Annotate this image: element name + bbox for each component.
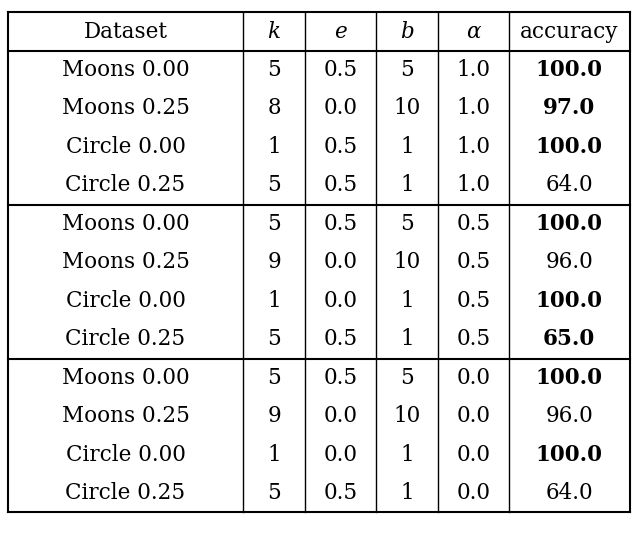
Text: 0.5: 0.5 [456, 251, 491, 273]
Text: 100.0: 100.0 [536, 290, 603, 312]
Text: 0.0: 0.0 [456, 405, 491, 427]
Text: 5: 5 [267, 59, 281, 81]
Text: b: b [400, 21, 414, 43]
Text: 5: 5 [267, 213, 281, 235]
Text: Circle 0.25: Circle 0.25 [66, 482, 186, 504]
Text: 5: 5 [400, 367, 414, 389]
Text: k: k [267, 21, 281, 43]
Text: 0.0: 0.0 [323, 97, 357, 119]
Text: 1: 1 [267, 136, 281, 158]
Text: 9: 9 [267, 251, 281, 273]
Text: Circle 0.00: Circle 0.00 [66, 290, 186, 312]
Text: 0.5: 0.5 [323, 482, 357, 504]
Text: 5: 5 [400, 59, 414, 81]
Text: α: α [466, 21, 480, 43]
Text: 64.0: 64.0 [545, 482, 593, 504]
Text: 8: 8 [267, 97, 281, 119]
Text: 1: 1 [400, 290, 414, 312]
Text: 1: 1 [400, 328, 414, 351]
Text: 5: 5 [400, 213, 414, 235]
Text: 0.0: 0.0 [456, 444, 491, 466]
Text: 0.0: 0.0 [323, 405, 357, 427]
Text: 0.0: 0.0 [456, 367, 491, 389]
Text: Circle 0.00: Circle 0.00 [66, 444, 186, 466]
Text: e: e [334, 21, 347, 43]
Text: 9: 9 [267, 405, 281, 427]
Text: Moons 0.00: Moons 0.00 [62, 59, 189, 81]
Text: 64.0: 64.0 [545, 174, 593, 197]
Text: 0.5: 0.5 [323, 174, 357, 197]
Text: Moons 0.00: Moons 0.00 [62, 367, 189, 389]
Text: 1: 1 [400, 174, 414, 197]
Text: 100.0: 100.0 [536, 136, 603, 158]
Text: Circle 0.00: Circle 0.00 [66, 136, 186, 158]
Text: 1.0: 1.0 [456, 174, 491, 197]
Text: 1: 1 [267, 444, 281, 466]
Text: Moons 0.25: Moons 0.25 [62, 405, 189, 427]
Text: 5: 5 [267, 174, 281, 197]
Text: 0.5: 0.5 [323, 59, 357, 81]
Text: 5: 5 [267, 328, 281, 351]
Text: 100.0: 100.0 [536, 444, 603, 466]
Text: 1: 1 [267, 290, 281, 312]
Text: 0.0: 0.0 [323, 290, 357, 312]
Text: 100.0: 100.0 [536, 367, 603, 389]
Text: 0.5: 0.5 [456, 328, 491, 351]
Text: 0.5: 0.5 [323, 213, 357, 235]
Text: 10: 10 [393, 405, 420, 427]
Text: 65.0: 65.0 [543, 328, 595, 351]
Text: 1: 1 [400, 482, 414, 504]
Text: Circle 0.25: Circle 0.25 [66, 174, 186, 197]
Text: 96.0: 96.0 [545, 251, 593, 273]
Text: Circle 0.25: Circle 0.25 [66, 328, 186, 351]
Text: 0.5: 0.5 [456, 213, 491, 235]
Text: Moons 0.25: Moons 0.25 [62, 97, 189, 119]
Text: 96.0: 96.0 [545, 405, 593, 427]
Text: 1.0: 1.0 [456, 97, 491, 119]
Text: 97.0: 97.0 [543, 97, 595, 119]
Text: 1.0: 1.0 [456, 59, 491, 81]
Text: Moons 0.00: Moons 0.00 [62, 213, 189, 235]
Text: 1: 1 [400, 136, 414, 158]
Text: accuracy: accuracy [520, 21, 618, 43]
Text: 0.0: 0.0 [323, 444, 357, 466]
Text: 1: 1 [400, 444, 414, 466]
Text: 1.0: 1.0 [456, 136, 491, 158]
Text: 5: 5 [267, 367, 281, 389]
Text: 100.0: 100.0 [536, 59, 603, 81]
Text: 0.5: 0.5 [456, 290, 491, 312]
Text: Moons 0.25: Moons 0.25 [62, 251, 189, 273]
Text: 0.5: 0.5 [323, 367, 357, 389]
Text: 0.5: 0.5 [323, 328, 357, 351]
Text: 100.0: 100.0 [536, 213, 603, 235]
Text: 0.5: 0.5 [323, 136, 357, 158]
Text: 10: 10 [393, 251, 420, 273]
Text: 5: 5 [267, 482, 281, 504]
Text: Dataset: Dataset [84, 21, 168, 43]
Text: 0.0: 0.0 [323, 251, 357, 273]
Text: 10: 10 [393, 97, 420, 119]
Text: 0.0: 0.0 [456, 482, 491, 504]
